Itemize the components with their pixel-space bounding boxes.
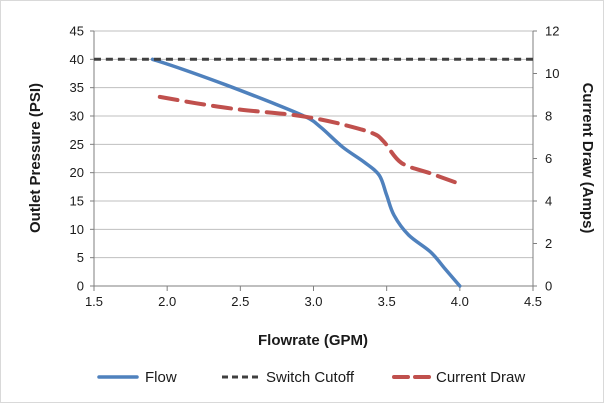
y-axis-title: Outlet Pressure (PSI) xyxy=(27,83,44,233)
x-tick-label: 2.5 xyxy=(231,294,249,309)
y2-tick-label: 6 xyxy=(545,151,552,166)
x-tick-label: 3.0 xyxy=(304,294,322,309)
y-tick-label: 25 xyxy=(70,137,84,152)
y-tick-label: 5 xyxy=(77,250,84,265)
y2-axis-title: Current Draw (Amps) xyxy=(579,83,596,234)
x-tick-label: 3.5 xyxy=(378,294,396,309)
grid-lines xyxy=(94,30,533,259)
y-tick-label: 10 xyxy=(70,222,84,237)
legend-label-current-draw: Current Draw xyxy=(436,369,525,386)
y2-tick-label: 10 xyxy=(545,66,559,81)
y-tick-label: 0 xyxy=(77,279,84,294)
y2-tick-label: 12 xyxy=(545,24,559,39)
y2-tick-label: 0 xyxy=(545,279,552,294)
x-axis-title: Flowrate (GPM) xyxy=(258,332,368,349)
y2-tick-label: 8 xyxy=(545,109,552,124)
y-tick-label: 40 xyxy=(70,52,84,67)
y-tick-label: 45 xyxy=(70,24,84,39)
y-tick-label: 35 xyxy=(70,80,84,95)
y2-tick-label: 2 xyxy=(545,236,552,251)
series-line-flow xyxy=(150,57,462,288)
x-tick-label: 1.5 xyxy=(85,294,103,309)
series-line-current-draw xyxy=(157,94,462,186)
y-tick-label: 20 xyxy=(70,165,84,180)
legend-label-flow: Flow xyxy=(145,369,177,386)
legend: Flow Switch Cutoff Current Draw xyxy=(97,369,525,386)
y2-tick-label: 4 xyxy=(545,194,552,209)
series-layer xyxy=(94,57,533,288)
legend-marker-dot xyxy=(426,375,430,379)
x-tick-label: 4.0 xyxy=(451,294,469,309)
x-tick-label: 4.5 xyxy=(524,294,542,309)
y-tick-label: 30 xyxy=(70,109,84,124)
y-tick-label: 15 xyxy=(70,194,84,209)
tick-labels: 0 5 10 15 20 25 30 35 40 45 0 2 4 6 8 10 12 1.5 2.0 2.5 3.0 3… xyxy=(70,24,560,310)
x-tick-label: 2.0 xyxy=(158,294,176,309)
legend-label-switch-cutoff: Switch Cutoff xyxy=(266,369,355,386)
